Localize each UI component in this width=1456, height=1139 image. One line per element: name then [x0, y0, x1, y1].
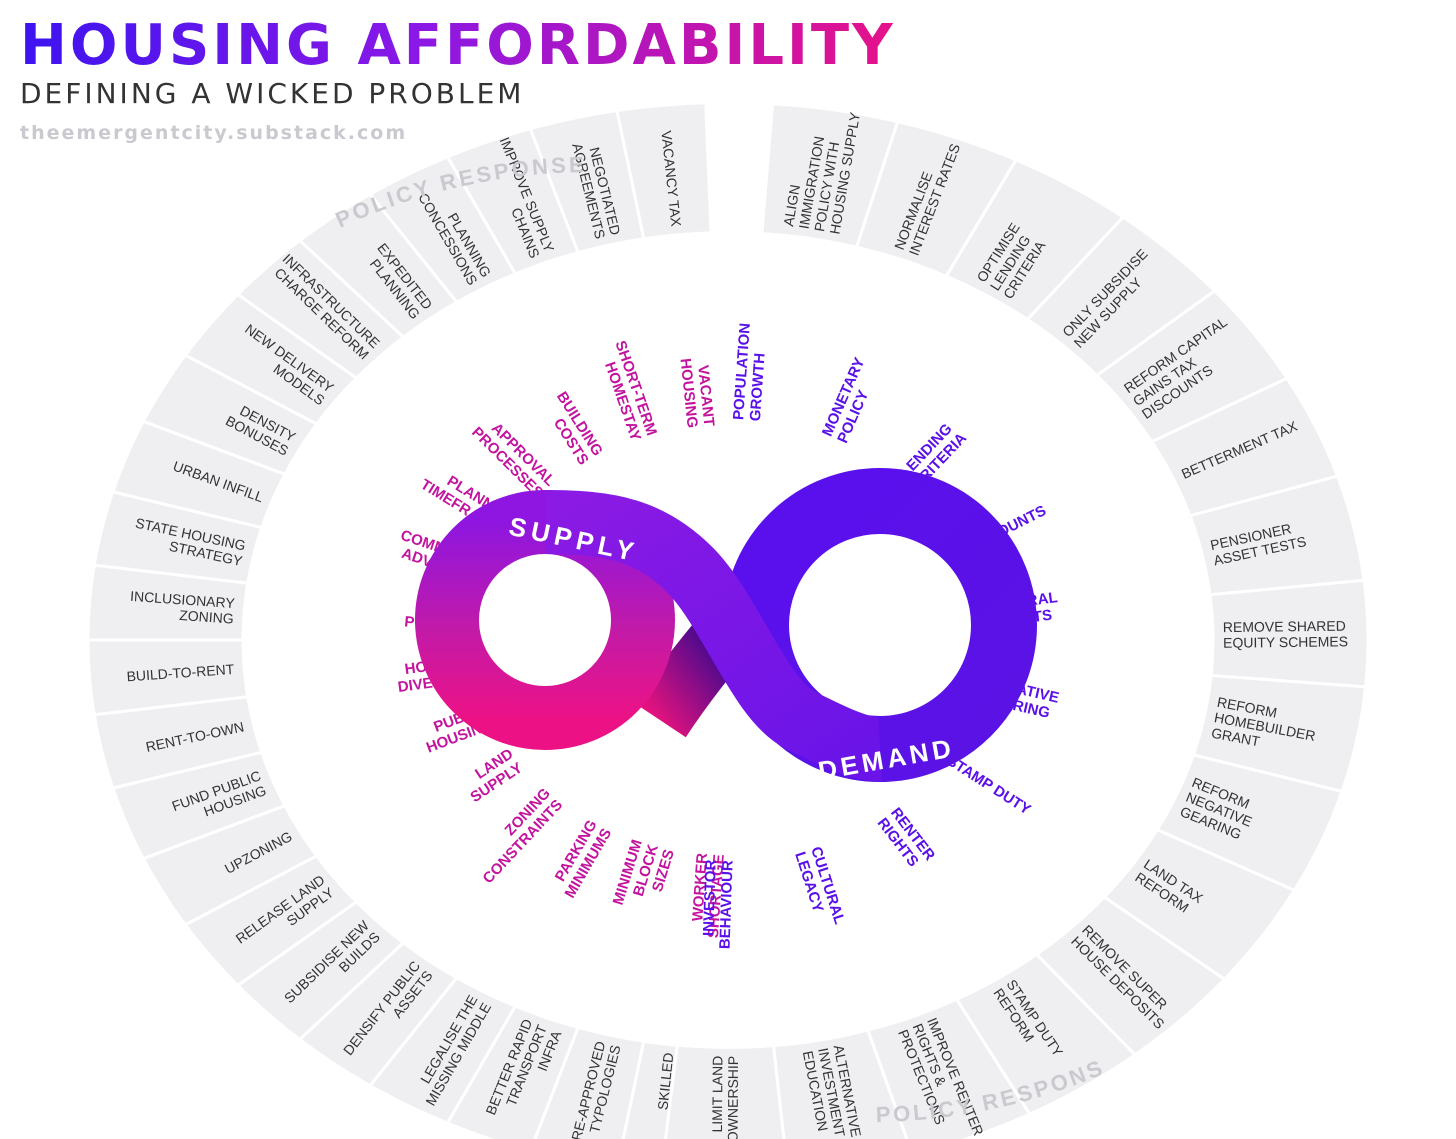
- page-title: HOUSING AFFORDABILITY: [20, 13, 896, 78]
- supply-policy-label: INCLUSIONARYZONING: [129, 588, 236, 627]
- demand-policy-label: REMOVE SHAREDEQUITY SCHEMES: [1223, 618, 1348, 651]
- supply-factor-label: WORKERSHORTAGE: [688, 852, 728, 938]
- supply-factor-label: MINIMUMBLOCKSIZES: [610, 837, 678, 917]
- demand-factor-label: RENTERRIGHTS: [874, 805, 939, 875]
- demand-factor-label: MONETARYPOLICY: [819, 355, 884, 446]
- supply-factor-label: VACANTHOUSING: [676, 356, 717, 429]
- supply-factor-label: LANDSUPPLY: [458, 745, 526, 806]
- demand-factor-label: POPULATIONGROWTH: [730, 322, 771, 421]
- header: HOUSING AFFORDABILITY DEFINING A WICKED …: [20, 13, 896, 145]
- supply-factor-label: PARKINGMINIMUMS: [547, 817, 615, 901]
- demand-policy-ring: ALIGNIMMIGRATIONPOLICY WITHHOUSING SUPPL…: [664, 102, 1370, 1139]
- supply-factor-label: SHORT-TERMHOMESTAY: [596, 339, 660, 444]
- demand-policy-segment: [664, 1043, 786, 1139]
- demand-factor-label: CULTURALLEGACY: [791, 845, 848, 932]
- demand-factor-label: STAMP DUTY: [944, 752, 1034, 818]
- demand-policy-label: LIMIT LANDOWNERSHIP: [709, 1056, 741, 1139]
- page-subtitle: DEFINING A WICKED PROBLEM: [20, 77, 525, 110]
- demand-factor-label: INVESTORBEHAVIOUR: [700, 859, 737, 949]
- infinity-loop: SUPPLY DEMAND: [415, 468, 1037, 786]
- loop-crossover: [544, 490, 882, 781]
- supply-factor-label: BUILDINGCOSTS: [539, 389, 606, 468]
- demand-policy-label: REFORMNEGATIVEGEARING: [1178, 774, 1260, 844]
- supply-factor-label: APPROVALPROCESSES: [468, 412, 558, 502]
- supply-policy-label: BUILD-TO-RENT: [126, 661, 235, 685]
- source-credit: theemergentcity.substack.com: [20, 122, 408, 144]
- demand-policy-segment: [865, 997, 1032, 1139]
- demand-policy-segment: [771, 1028, 909, 1139]
- supply-policy-segment: [533, 1025, 646, 1139]
- supply-policy-segment: [445, 1004, 581, 1139]
